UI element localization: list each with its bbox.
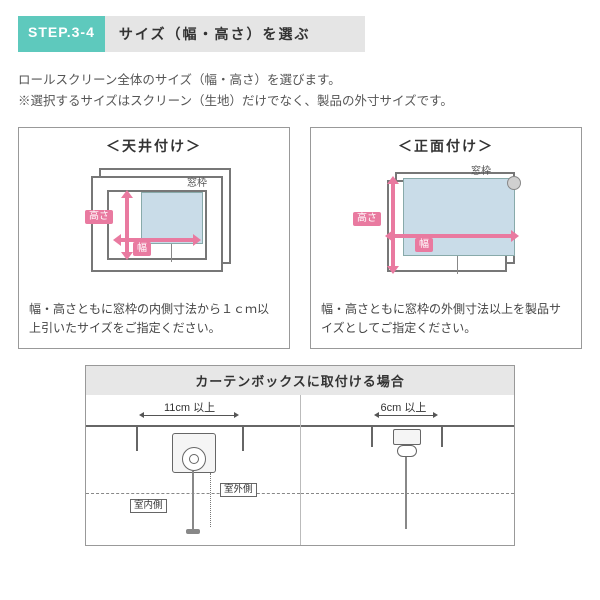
intro-line-2: ※選択するサイズはスクリーン（生地）だけでなく、製品の外寸サイズです。 [18, 91, 582, 112]
front-mount-panel: ＜正面付け＞ 窓枠 高さ 幅 幅・高さともに窓枠の外側寸法以上を製品サイズとして… [310, 127, 582, 349]
height-label-2: 高さ [353, 212, 381, 226]
window-frame-label: 窓枠 [187, 174, 207, 189]
cbox-left-dim: 11cm 以上 [164, 399, 215, 415]
curtain-box-left: 11cm 以上 室内側 室外側 [86, 395, 301, 545]
step-badge: STEP.3-4 [18, 16, 105, 52]
mount-panels: ＜天井付け＞ 窓枠 高さ 幅 幅・高さともに窓枠の内側寸法から１ｃｍ以上引いたサ… [18, 127, 582, 349]
cbox-right-dim: 6cm 以上 [381, 399, 427, 415]
front-panel-title: ＜正面付け＞ [321, 136, 571, 156]
intro-line-1: ロールスクリーン全体のサイズ（幅・高さ）を選びます。 [18, 70, 582, 91]
ceiling-illustration: 窓枠 高さ 幅 [29, 162, 279, 292]
step-header: STEP.3-4 サイズ（幅・高さ）を選ぶ [18, 16, 582, 52]
tag-outside: 室外側 [220, 483, 257, 497]
curtain-box-title: カーテンボックスに取付ける場合 [86, 366, 514, 395]
front-illustration: 窓枠 高さ 幅 [321, 162, 571, 292]
intro-text: ロールスクリーン全体のサイズ（幅・高さ）を選びます。 ※選択するサイズはスクリー… [18, 70, 582, 113]
ceiling-mount-panel: ＜天井付け＞ 窓枠 高さ 幅 幅・高さともに窓枠の内側寸法から１ｃｍ以上引いたサ… [18, 127, 290, 349]
ceiling-caption: 幅・高さともに窓枠の内側寸法から１ｃｍ以上引いたサイズをご指定ください。 [29, 300, 279, 338]
ceiling-panel-title: ＜天井付け＞ [29, 136, 279, 156]
curtain-box-body: 11cm 以上 室内側 室外側 6cm 以上 [86, 395, 514, 545]
curtain-box-panel: カーテンボックスに取付ける場合 11cm 以上 室内側 室外側 [85, 365, 515, 546]
height-label: 高さ [85, 210, 113, 224]
step-title: サイズ（幅・高さ）を選ぶ [105, 16, 365, 52]
width-label: 幅 [133, 242, 151, 256]
front-caption: 幅・高さともに窓枠の外側寸法以上を製品サイズとしてご指定ください。 [321, 300, 571, 338]
tag-inside: 室内側 [130, 499, 167, 513]
curtain-box-right: 6cm 以上 [301, 395, 515, 545]
window-frame-label-2: 窓枠 [471, 162, 491, 177]
width-label-2: 幅 [415, 238, 433, 252]
